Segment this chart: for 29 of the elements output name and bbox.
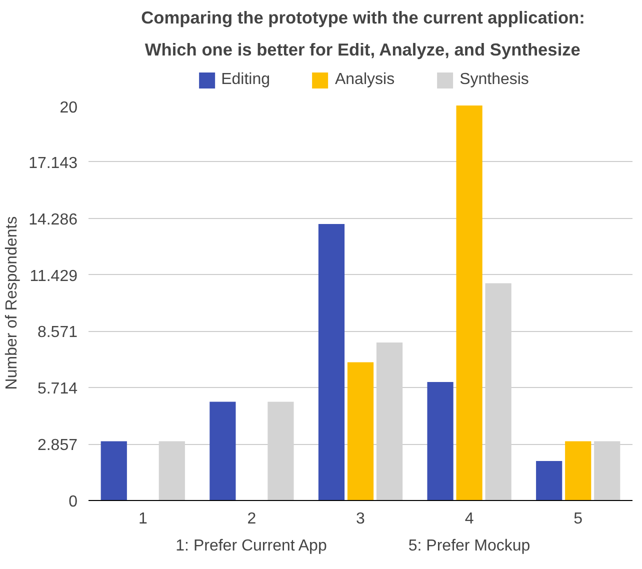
chart-title: Comparing the prototype with the current application: xyxy=(141,8,585,28)
bar xyxy=(456,106,482,500)
y-tick-label: 8.571 xyxy=(37,324,78,342)
x-tick-label: 2 xyxy=(247,510,256,528)
y-tick-label: 11.429 xyxy=(30,268,78,285)
x-tick-label: 5 xyxy=(574,510,583,528)
y-axis-title: Number of Respondents xyxy=(4,216,21,390)
y-tick-label: 14.286 xyxy=(28,211,78,228)
bar xyxy=(318,224,345,500)
y-tick-label: 5.714 xyxy=(37,380,78,398)
bar xyxy=(347,362,374,500)
bar xyxy=(427,382,454,500)
y-tick-label: 0 xyxy=(68,494,78,510)
bar xyxy=(100,441,127,500)
x-tick-label: 1 xyxy=(138,510,148,528)
y-tick-label: 20 xyxy=(60,100,78,116)
y-tick-label: 2.857 xyxy=(37,437,78,454)
legend-label: Analysis xyxy=(334,71,395,89)
x-tick-label: 3 xyxy=(356,510,366,528)
chart-subtitle: Which one is better for Edit, Analyze, and Synthesize xyxy=(144,40,581,60)
legend-label: Synthesis xyxy=(460,71,529,89)
y-tick-label: 17.143 xyxy=(28,154,78,172)
bar xyxy=(536,461,562,500)
bar xyxy=(210,402,236,500)
x-tick-label: 4 xyxy=(464,510,474,528)
bar xyxy=(565,441,592,500)
legend-label: Editing xyxy=(221,71,270,89)
text: 5: Prefer Mockup xyxy=(408,538,530,554)
text: 1: Prefer Current App xyxy=(176,538,327,554)
